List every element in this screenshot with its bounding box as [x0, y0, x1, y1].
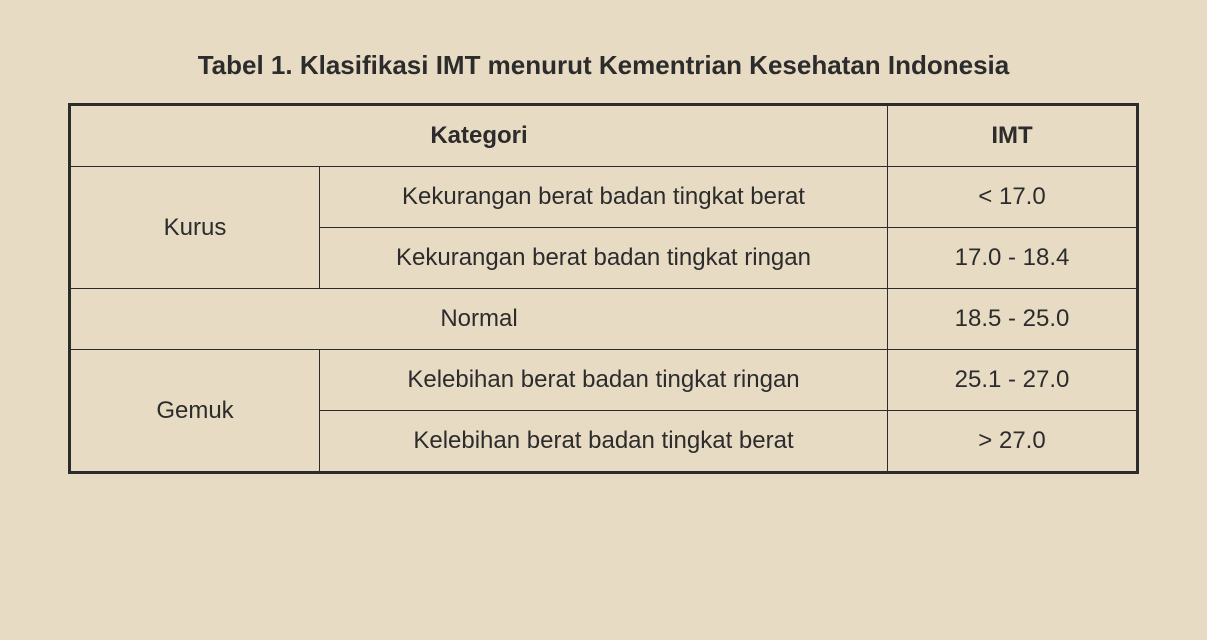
group-normal: Normal [70, 289, 888, 350]
table-header-row: Kategori IMT [70, 105, 1138, 167]
header-kategori: Kategori [70, 105, 888, 167]
imt-cell: 18.5 - 25.0 [888, 289, 1138, 350]
table-row: Gemuk Kelebihan berat badan tingkat ring… [70, 350, 1138, 411]
group-gemuk: Gemuk [70, 350, 320, 473]
subcategory-cell: Kekurangan berat badan tingkat ringan [320, 228, 888, 289]
subcategory-cell: Kekurangan berat badan tingkat berat [320, 167, 888, 228]
table-row: Normal 18.5 - 25.0 [70, 289, 1138, 350]
table-row: Kurus Kekurangan berat badan tingkat ber… [70, 167, 1138, 228]
imt-cell: > 27.0 [888, 411, 1138, 473]
table-title: Tabel 1. Klasifikasi IMT menurut Kementr… [68, 50, 1139, 81]
header-imt: IMT [888, 105, 1138, 167]
imt-classification-table: Kategori IMT Kurus Kekurangan berat bada… [68, 103, 1139, 474]
imt-cell: < 17.0 [888, 167, 1138, 228]
imt-cell: 25.1 - 27.0 [888, 350, 1138, 411]
group-kurus: Kurus [70, 167, 320, 289]
subcategory-cell: Kelebihan berat badan tingkat ringan [320, 350, 888, 411]
subcategory-cell: Kelebihan berat badan tingkat berat [320, 411, 888, 473]
imt-cell: 17.0 - 18.4 [888, 228, 1138, 289]
